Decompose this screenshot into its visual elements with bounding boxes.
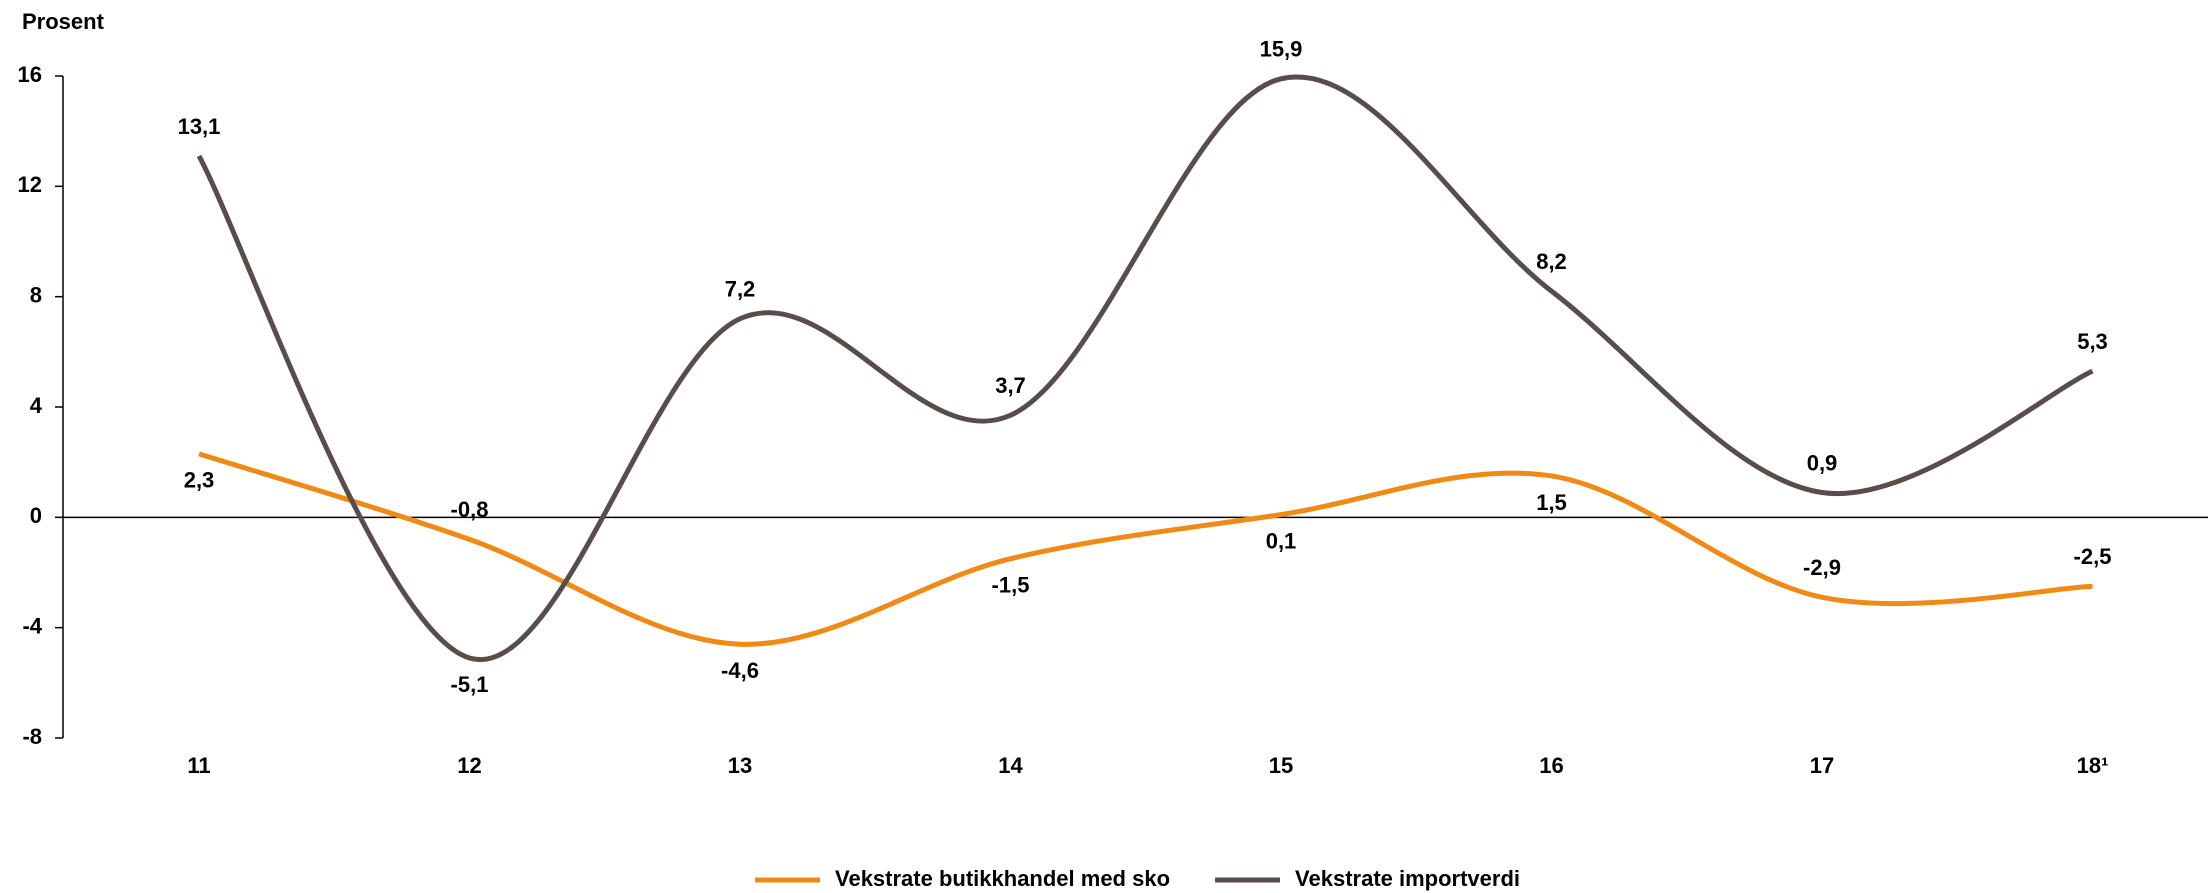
data-label: 7,2 xyxy=(725,277,756,302)
x-tick-label: 11 xyxy=(187,753,210,778)
data-label: 0,1 xyxy=(1266,528,1297,553)
data-label: -2,5 xyxy=(2074,544,2112,569)
data-label: 2,3 xyxy=(184,468,215,493)
series-line xyxy=(196,74,2094,663)
y-tick-label: 12 xyxy=(18,172,42,197)
legend-label: Vekstrate butikkhandel med sko xyxy=(835,866,1170,891)
series-line xyxy=(198,451,2093,647)
data-label: 15,9 xyxy=(1260,37,1303,62)
data-label: -4,6 xyxy=(721,658,759,683)
data-label: 0,9 xyxy=(1807,450,1838,475)
y-tick-label: 16 xyxy=(18,62,42,87)
x-tick-label: 18¹ xyxy=(2077,753,2109,778)
x-tick-label: 15 xyxy=(1269,753,1293,778)
legend-label: Vekstrate importverdi xyxy=(1295,866,1520,891)
y-tick-label: -4 xyxy=(22,613,42,638)
y-tick-label: 0 xyxy=(30,503,42,528)
x-tick-label: 17 xyxy=(1810,753,1834,778)
data-label: 3,7 xyxy=(995,373,1026,398)
data-label: 5,3 xyxy=(2077,329,2108,354)
y-tick-label: 8 xyxy=(30,282,42,307)
data-label: 1,5 xyxy=(1536,490,1567,515)
x-tick-label: 12 xyxy=(457,753,481,778)
y-tick-label: -8 xyxy=(22,724,42,749)
data-label: 13,1 xyxy=(178,114,221,139)
data-label: -2,9 xyxy=(1803,555,1841,580)
y-axis-label: Prosent xyxy=(22,9,105,34)
data-label: -1,5 xyxy=(992,573,1030,598)
x-tick-label: 14 xyxy=(998,753,1023,778)
data-label: -5,1 xyxy=(451,672,489,697)
x-tick-label: 13 xyxy=(728,753,752,778)
data-label: 8,2 xyxy=(1536,249,1567,274)
data-label: -0,8 xyxy=(451,497,489,522)
y-tick-label: 4 xyxy=(30,393,43,418)
x-tick-label: 16 xyxy=(1539,753,1563,778)
